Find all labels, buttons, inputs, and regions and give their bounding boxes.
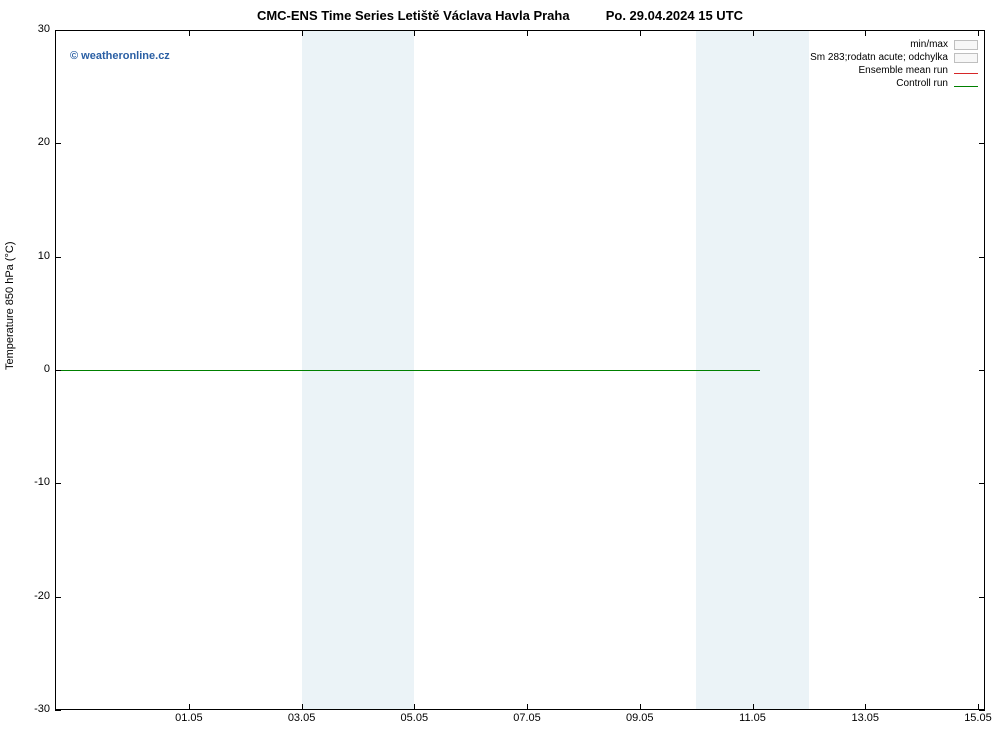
y-tick-label: 0 — [10, 363, 50, 375]
copyright-icon: © — [70, 50, 78, 62]
legend-label: Controll run — [896, 77, 948, 90]
legend-item: Controll run — [810, 77, 978, 90]
y-tick-label: 30 — [10, 23, 50, 35]
watermark: © weatheronline.cz — [70, 50, 170, 62]
legend-swatch — [954, 40, 978, 50]
legend-swatch — [954, 86, 978, 87]
y-tick-mark — [55, 30, 61, 31]
chart-title: CMC-ENS Time Series Letiště Václava Havl… — [0, 8, 1000, 23]
y-tick-mark — [979, 710, 985, 711]
x-tick-mark — [753, 30, 754, 36]
y-tick-label: -30 — [10, 703, 50, 715]
legend-label: Sm 283;rodatn acute; odchylka — [810, 51, 948, 64]
watermark-text: weatheronline.cz — [81, 50, 170, 62]
series-line — [55, 370, 760, 371]
y-tick-label: -10 — [10, 476, 50, 488]
legend-item: Ensemble mean run — [810, 64, 978, 77]
y-tick-mark — [55, 597, 61, 598]
legend: min/maxSm 283;rodatn acute; odchylkaEnse… — [810, 38, 978, 90]
x-tick-label: 05.05 — [389, 712, 439, 724]
x-tick-mark — [640, 704, 641, 710]
y-tick-mark — [979, 30, 985, 31]
x-tick-label: 15.05 — [953, 712, 1000, 724]
y-tick-mark — [55, 370, 61, 371]
x-tick-mark — [302, 704, 303, 710]
legend-label: Ensemble mean run — [859, 64, 949, 77]
x-tick-mark — [414, 704, 415, 710]
x-tick-label: 01.05 — [164, 712, 214, 724]
x-tick-mark — [753, 704, 754, 710]
y-tick-mark — [55, 483, 61, 484]
chart-title-right: Po. 29.04.2024 15 UTC — [606, 8, 743, 23]
x-tick-mark — [978, 704, 979, 710]
x-tick-label: 11.05 — [728, 712, 778, 724]
x-tick-mark — [865, 704, 866, 710]
x-tick-mark — [189, 704, 190, 710]
y-tick-mark — [55, 710, 61, 711]
y-tick-mark — [979, 597, 985, 598]
y-tick-label: -20 — [10, 590, 50, 602]
legend-swatch — [954, 53, 978, 63]
x-tick-mark — [640, 30, 641, 36]
y-tick-mark — [55, 143, 61, 144]
x-tick-mark — [527, 704, 528, 710]
x-tick-label: 09.05 — [615, 712, 665, 724]
chart-title-left: CMC-ENS Time Series Letiště Václava Havl… — [257, 8, 570, 23]
y-tick-label: 10 — [10, 250, 50, 262]
x-tick-mark — [189, 30, 190, 36]
x-tick-mark — [302, 30, 303, 36]
x-tick-label: 07.05 — [502, 712, 552, 724]
x-tick-mark — [414, 30, 415, 36]
legend-item: min/max — [810, 38, 978, 51]
y-tick-mark — [55, 257, 61, 258]
x-tick-mark — [865, 30, 866, 36]
y-tick-mark — [979, 143, 985, 144]
legend-swatch — [954, 73, 978, 74]
y-tick-mark — [979, 370, 985, 371]
y-tick-label: 20 — [10, 136, 50, 148]
legend-item: Sm 283;rodatn acute; odchylka — [810, 51, 978, 64]
x-tick-mark — [527, 30, 528, 36]
y-tick-mark — [979, 483, 985, 484]
x-tick-label: 13.05 — [840, 712, 890, 724]
x-tick-label: 03.05 — [277, 712, 327, 724]
y-tick-mark — [979, 257, 985, 258]
x-tick-mark — [978, 30, 979, 36]
legend-label: min/max — [910, 38, 948, 51]
